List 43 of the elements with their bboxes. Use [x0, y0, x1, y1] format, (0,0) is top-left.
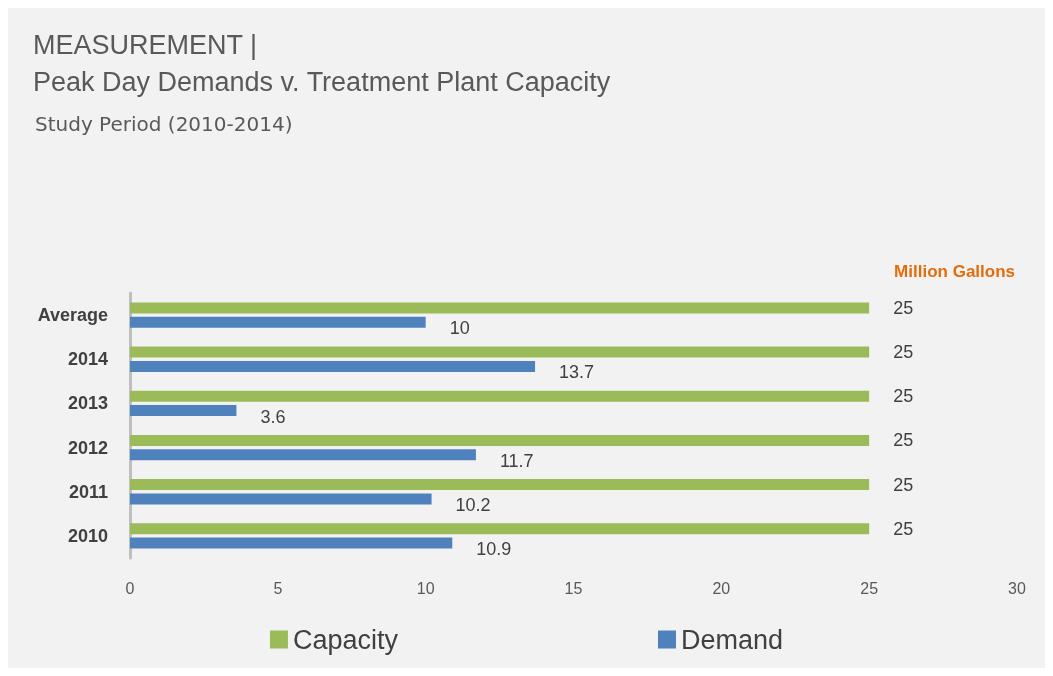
data-label: 10 [449, 318, 470, 339]
chart-subtitle: Peak Day Demands v. Treatment Plant Capacity [33, 66, 611, 97]
data-label: 10.2 [455, 494, 491, 515]
x-tick-label: 0 [125, 579, 135, 597]
data-label: 25 [893, 386, 914, 407]
legend-label: Demand [681, 624, 784, 655]
y-tick-label: 2011 [68, 481, 108, 502]
y-tick-label: 2012 [67, 437, 108, 458]
chart-title: MEASUREMENT | [33, 29, 258, 60]
data-label: 25 [893, 297, 914, 318]
bar [130, 493, 432, 505]
bar [130, 537, 453, 549]
data-label: 25 [893, 430, 914, 451]
bar [130, 479, 870, 491]
bar [130, 434, 870, 446]
y-tick-label: 2013 [67, 393, 108, 414]
x-tick-label: 25 [860, 579, 879, 597]
x-tick-label: 30 [1008, 579, 1026, 597]
x-tick-label: 10 [416, 579, 435, 597]
data-label: 11.7 [499, 450, 534, 471]
legend-label: Capacity [292, 624, 399, 655]
data-label: 10.9 [476, 539, 512, 560]
bar [130, 405, 237, 417]
x-tick-label: 15 [564, 579, 583, 597]
x-tick-label: 20 [712, 579, 731, 597]
data-label: 3.6 [260, 406, 286, 427]
bar [130, 449, 476, 461]
bar [130, 360, 536, 372]
x-tick-label: 5 [273, 579, 283, 597]
y-tick-label: Average [37, 305, 108, 326]
data-label: 25 [893, 342, 914, 363]
bar [130, 302, 870, 314]
bar [130, 316, 426, 328]
x-axis-title: Million Gallons [894, 262, 1016, 281]
data-label: 13.7 [559, 362, 595, 383]
bar [130, 523, 870, 535]
data-label: 25 [893, 518, 914, 539]
y-tick-label: 2010 [67, 525, 108, 546]
text: Study Period (2010-2014) [35, 112, 293, 136]
data-label: 25 [893, 474, 914, 495]
bar [130, 390, 870, 402]
y-tick-label: 2014 [67, 349, 108, 370]
bar [130, 346, 870, 358]
